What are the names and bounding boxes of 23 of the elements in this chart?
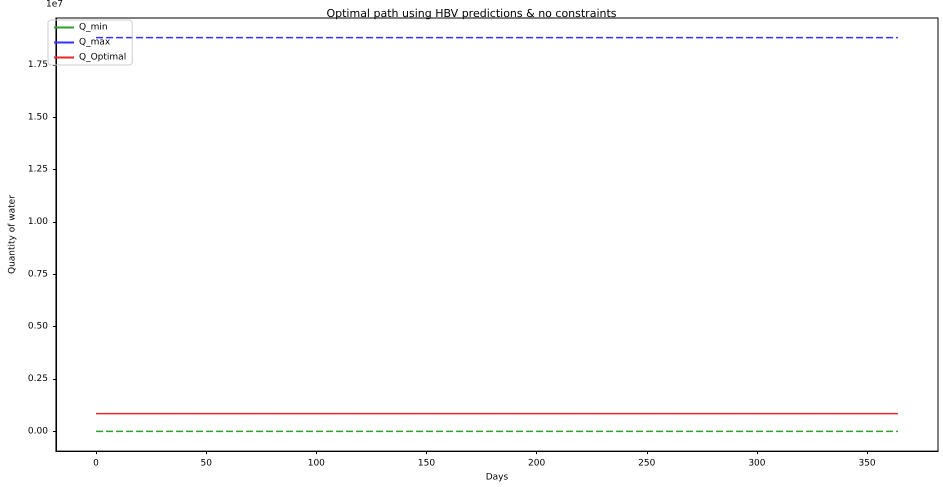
x-tick-label: 350 bbox=[858, 458, 876, 469]
chart-title: Optimal path using HBV predictions & no constraints bbox=[326, 7, 617, 20]
y-tick-label: 1.50 bbox=[28, 112, 48, 122]
x-tick-label: 100 bbox=[308, 458, 326, 469]
y-tick-label: 1.00 bbox=[28, 216, 48, 227]
y-tick-label: 1.75 bbox=[28, 60, 48, 70]
x-tick-label: 150 bbox=[418, 458, 436, 469]
legend-label: Q_Optimal bbox=[79, 52, 126, 62]
legend-label: Q_max bbox=[79, 38, 111, 48]
x-tick-label: 300 bbox=[748, 458, 766, 469]
y-tick-label: 1.25 bbox=[28, 164, 48, 175]
y-tick-label: 0.50 bbox=[28, 322, 48, 332]
x-axis-title: Days bbox=[486, 472, 509, 482]
y-tick-label: 0.00 bbox=[28, 426, 48, 436]
x-tick-label: 200 bbox=[528, 458, 546, 469]
y-tick-label: 0.75 bbox=[28, 269, 48, 280]
x-tick-label: 0 bbox=[93, 458, 100, 469]
x-tick-label: 50 bbox=[200, 458, 212, 469]
x-tick-label: 250 bbox=[638, 458, 656, 469]
y-axis-title: Quantity of water bbox=[8, 194, 18, 274]
legend-label: Q_min bbox=[79, 22, 108, 32]
y-tick-label: 0.25 bbox=[28, 374, 48, 384]
text: 1e7 bbox=[46, 0, 63, 10]
